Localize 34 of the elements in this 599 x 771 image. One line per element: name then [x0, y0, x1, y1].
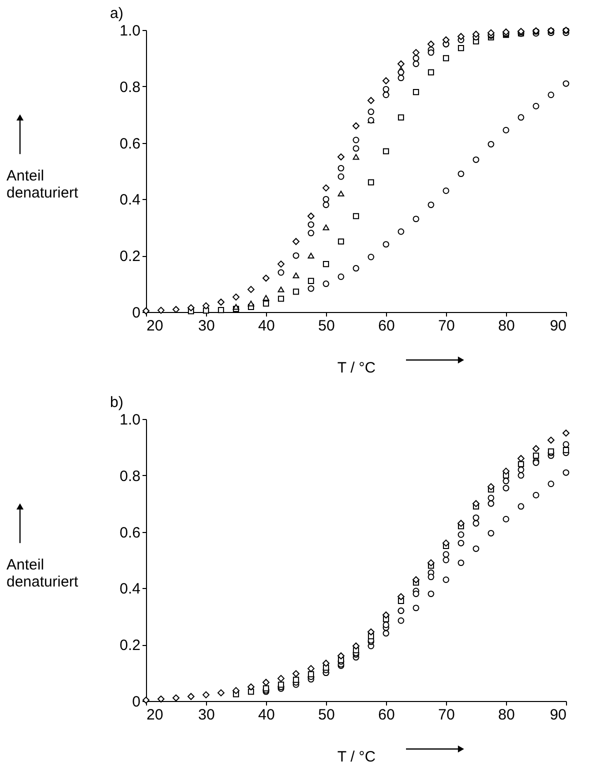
y-tick-label: 0.4: [120, 580, 140, 598]
x-tick-label: 70: [438, 318, 455, 334]
y-tick-label: 0.8: [120, 468, 140, 485]
y-tick-label: 0.6: [120, 135, 140, 152]
x-tick-label: 30: [198, 706, 215, 724]
x-tick-label: 50: [318, 706, 335, 724]
y-tick-label: 1.0: [120, 22, 140, 40]
chart-title: a): [110, 5, 124, 22]
x-tick-label: 60: [378, 318, 395, 334]
chart-title: b): [110, 394, 124, 411]
x-tick-label: 90: [550, 318, 566, 334]
y-tick-label: 1.0: [120, 412, 140, 428]
x-axis-title: T / °C: [337, 748, 376, 766]
x-tick-label: 50: [318, 318, 335, 334]
y-axis-title: Anteil denaturiert: [6, 556, 80, 591]
y-axis-title: Anteil denaturiert: [6, 168, 80, 202]
x-tick-label: 40: [258, 318, 275, 334]
x-tick-label: 30: [198, 318, 215, 334]
x-tick-label: 60: [378, 706, 395, 724]
x-tick-label: 80: [498, 318, 515, 334]
y-tick-label: 0.4: [120, 192, 140, 209]
x-tick-label: 20: [146, 706, 164, 724]
y-tick-label: 0.8: [120, 78, 140, 96]
x-tick-label: 70: [438, 706, 455, 724]
y-tick-label: 0.6: [120, 524, 140, 542]
x-tick-label: 20: [146, 318, 164, 334]
x-axis-title: T / °C: [337, 360, 376, 376]
y-tick-label: 0: [132, 304, 140, 322]
x-tick-label: 40: [258, 706, 275, 724]
y-tick-label: 0: [132, 694, 140, 710]
y-tick-label: 0.2: [120, 248, 140, 266]
y-tick-label: 0.2: [120, 637, 140, 654]
x-tick-label: 90: [550, 706, 566, 724]
x-tick-label: 80: [498, 706, 515, 724]
